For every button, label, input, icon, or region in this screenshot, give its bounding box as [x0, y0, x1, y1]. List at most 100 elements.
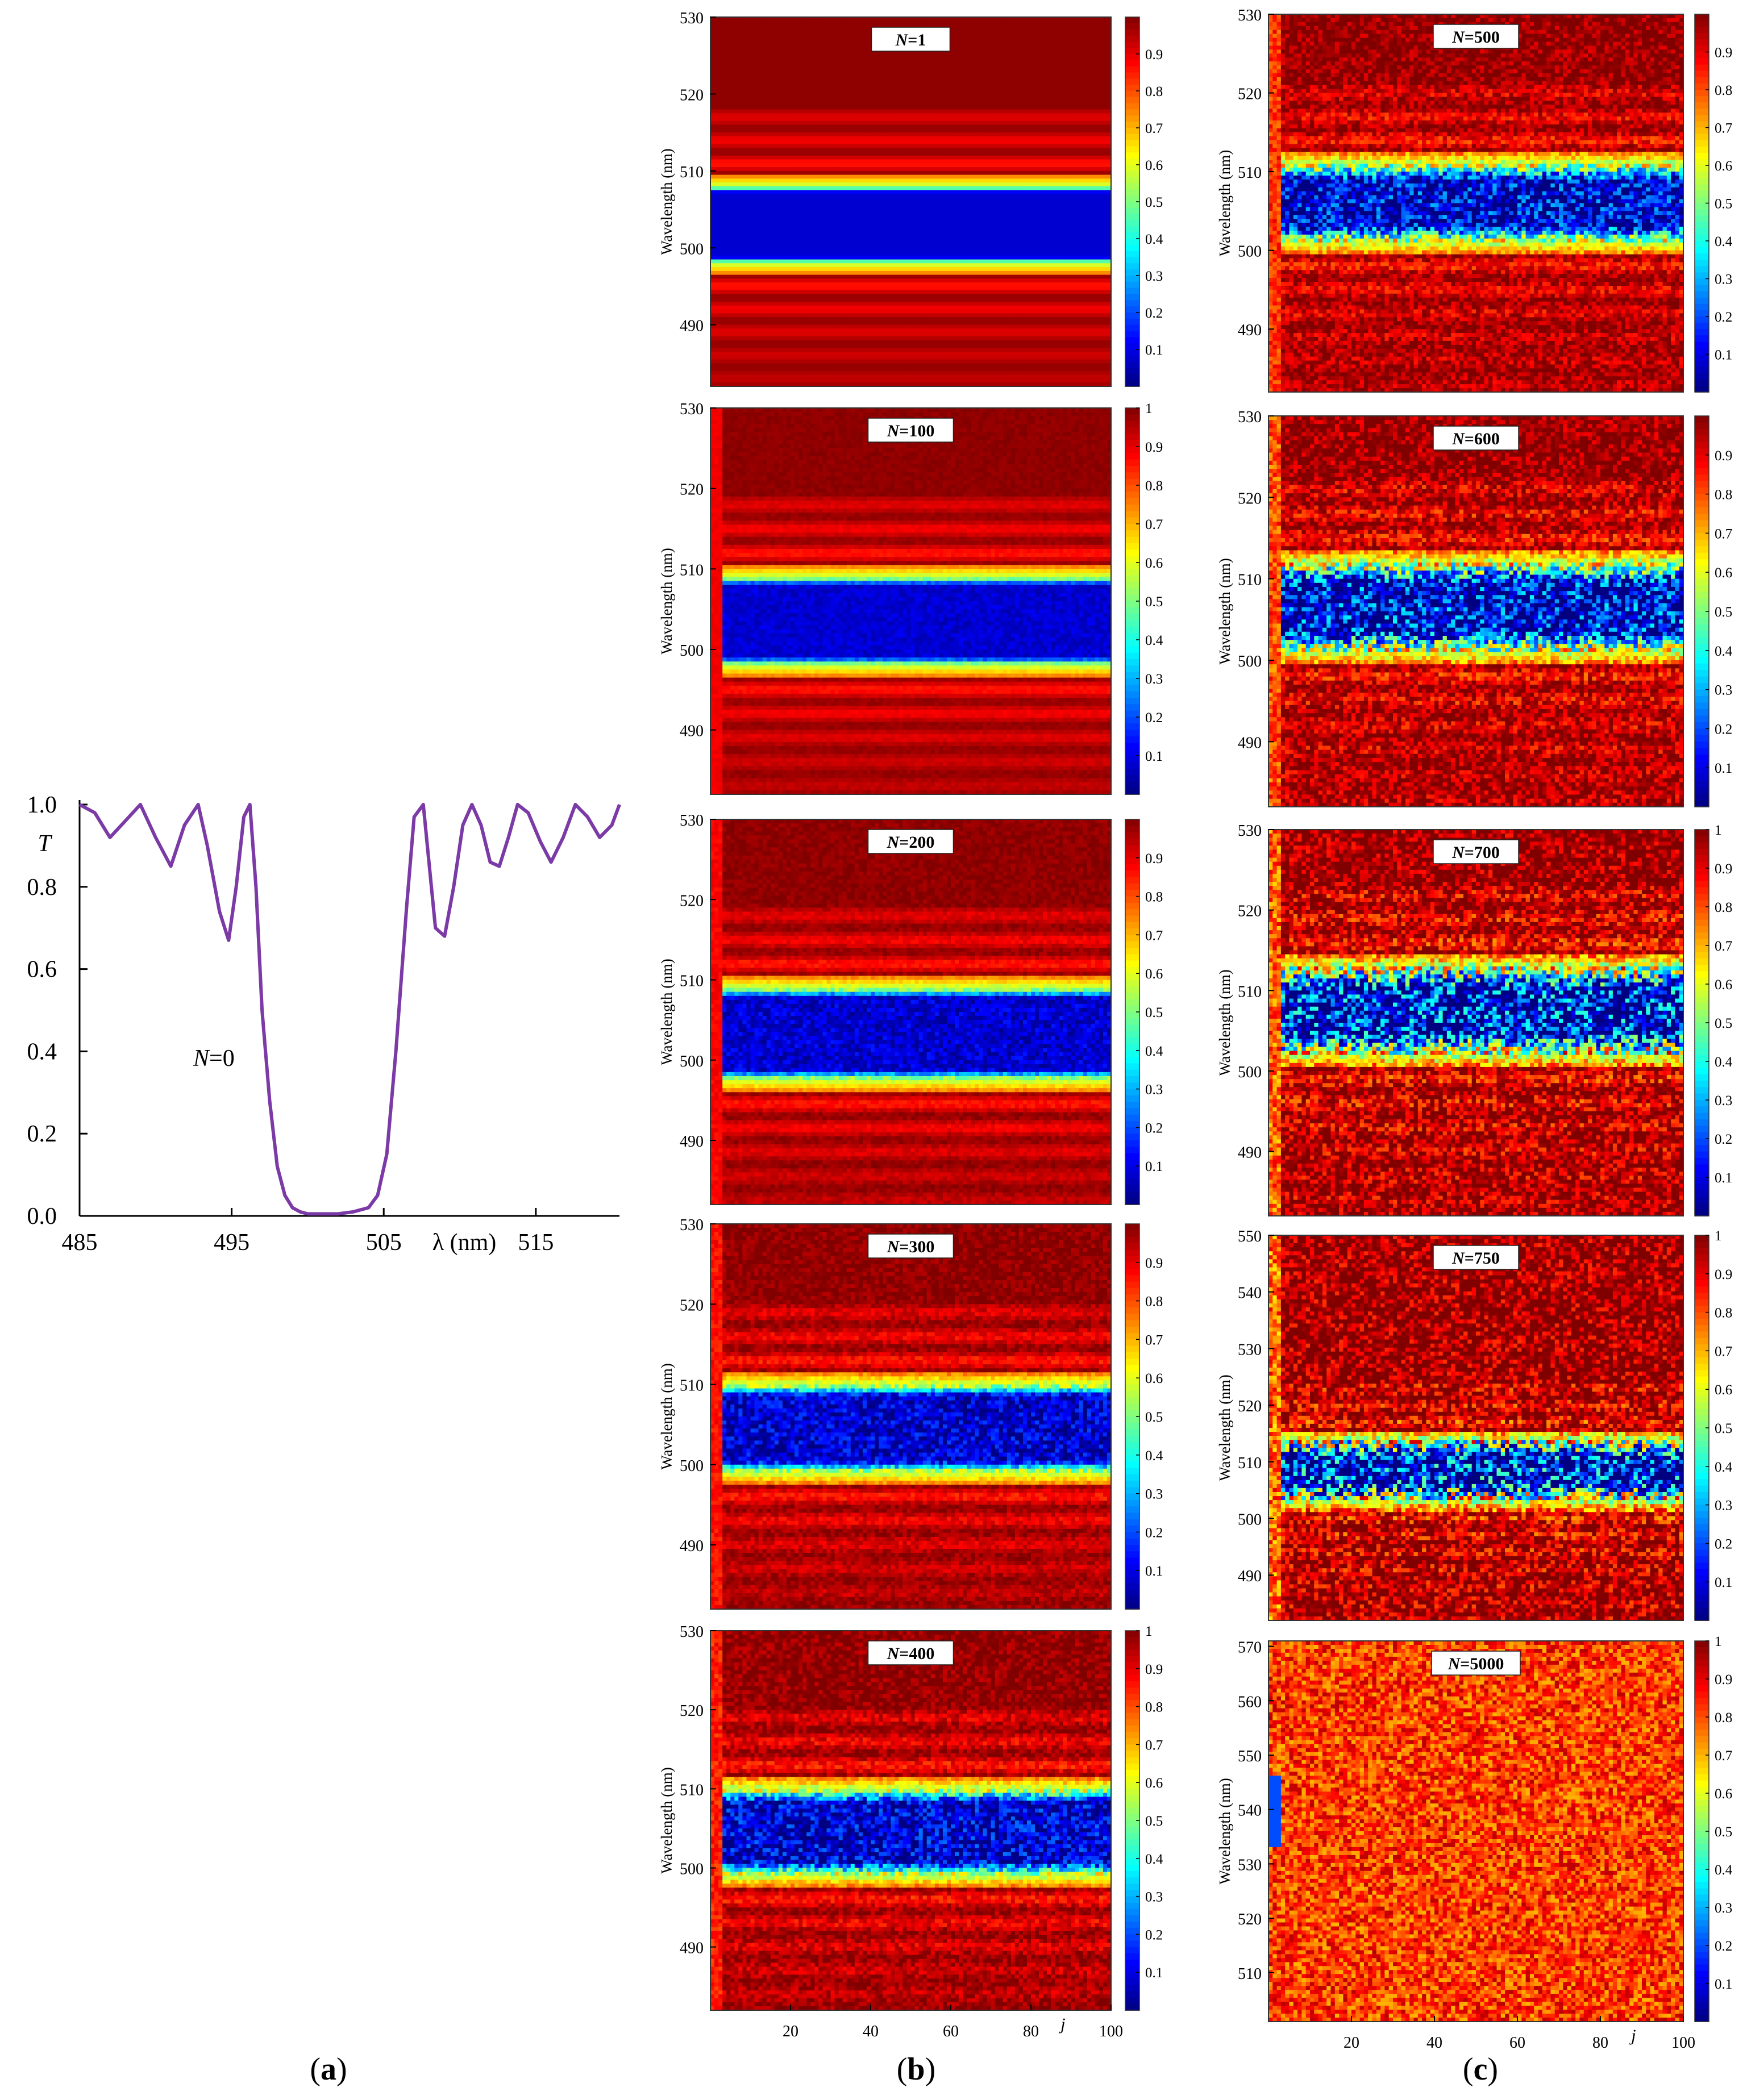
colorbar-step	[1125, 73, 1139, 80]
colorbar-step	[1125, 1782, 1139, 1789]
colorbar-step	[1125, 1928, 1139, 1935]
colorbar-step	[1125, 337, 1139, 344]
colorbar-tick-label: 0.2	[1145, 1120, 1163, 1136]
colorbar-step	[1125, 60, 1139, 67]
colorbar-step	[1695, 1755, 1709, 1762]
colorbar-step	[1695, 501, 1709, 507]
colorbar-tick-label: 0.6	[1715, 1382, 1732, 1398]
y-axis-label: Wavelength (nm)	[658, 959, 675, 1065]
colorbar-step	[1695, 272, 1709, 279]
x-tick-label: 40	[863, 2023, 879, 2040]
colorbar-step	[1695, 134, 1709, 141]
colorbar-step	[1125, 1416, 1139, 1423]
colorbar-step	[1125, 122, 1139, 128]
colorbar-step	[1695, 1473, 1709, 1480]
colorbar-step	[1125, 78, 1139, 85]
colorbar-tick-label: 0.9	[1715, 448, 1732, 464]
colorbar-step	[1125, 171, 1139, 178]
colorbar-step	[1695, 566, 1709, 573]
colorbar-tick-label: 0.7	[1145, 1332, 1163, 1348]
colorbar-step	[1695, 1280, 1709, 1287]
colorbar-step	[1125, 961, 1139, 968]
colorbar-step	[1125, 948, 1139, 955]
colorbar-step	[1695, 1518, 1709, 1524]
colorbar-tick-label: 0.6	[1715, 977, 1732, 993]
colorbar-step	[1695, 380, 1709, 386]
colorbar-step	[1695, 1441, 1709, 1448]
colorbar-step	[1695, 1029, 1709, 1036]
colorbar-step	[1125, 1532, 1139, 1539]
y-tick-label: 500	[680, 642, 704, 660]
colorbar-tick-label: 0.2	[1145, 1525, 1163, 1540]
colorbar-step	[1125, 518, 1139, 524]
colorbar-tick-label: 0.8	[1145, 1700, 1163, 1715]
y-tick-label: 510	[1238, 1965, 1262, 1983]
colorbar-step	[1125, 1288, 1139, 1295]
colorbar-step	[1125, 1584, 1139, 1590]
colorbar-step	[1125, 999, 1139, 1006]
colorbar-step	[1125, 1726, 1139, 1732]
colorbar-step	[1125, 1820, 1139, 1827]
colorbar-step	[1125, 788, 1139, 795]
y-tick-label: 510	[1238, 983, 1262, 1001]
colorbar-step	[1695, 715, 1709, 722]
colorbar-step	[1695, 1364, 1709, 1370]
heatmap-cells	[710, 17, 1112, 387]
colorbar-tick-label: 1	[1145, 1624, 1153, 1639]
colorbar-step	[1695, 228, 1709, 235]
colorbar-step	[1125, 1513, 1139, 1520]
colorbar-step	[1695, 585, 1709, 592]
colorbar-step	[1125, 1372, 1139, 1378]
colorbar-step	[1125, 1147, 1139, 1153]
colorbar-tick-label: 0.4	[1145, 1852, 1163, 1867]
colorbar-step	[1695, 868, 1709, 875]
colorbar-step	[1695, 1319, 1709, 1326]
colorbar-tick-label: 0.8	[1715, 488, 1732, 503]
colorbar-step	[1125, 595, 1139, 602]
colorbar-step	[1695, 1370, 1709, 1377]
colorbar-step	[1695, 1705, 1709, 1711]
colorbar-step	[1125, 1934, 1139, 1941]
colorbar-step	[1125, 1095, 1139, 1102]
colorbar-tick-label: 0.4	[1715, 234, 1733, 249]
colorbar-step	[1125, 1764, 1139, 1770]
colorbar-tick-label: 0.3	[1145, 1890, 1163, 1905]
y-tick-label: 500	[1238, 1064, 1262, 1081]
colorbar-tick-label: 0.2	[1715, 310, 1732, 325]
colorbar-tick-label: 0.5	[1715, 1016, 1732, 1031]
colorbar-step	[1695, 1344, 1709, 1351]
y-tick-label: 520	[1238, 1911, 1262, 1928]
heatmap-title: N=600	[1451, 430, 1500, 448]
colorbar-step	[1125, 1877, 1139, 1884]
colorbar-step	[1695, 1248, 1709, 1255]
x-tick-label: 60	[1509, 2034, 1525, 2052]
heatmap-title: N=750	[1451, 1249, 1500, 1268]
colorbar-step	[1125, 832, 1139, 839]
colorbar-tick-label: 0.2	[1715, 1132, 1732, 1147]
colorbar-step	[1695, 1113, 1709, 1120]
colorbar-step	[1125, 1732, 1139, 1739]
colorbar-tick-label: 0.1	[1145, 1965, 1163, 1981]
colorbar-step	[1125, 640, 1139, 647]
y-tick-label: 490	[1238, 322, 1262, 339]
colorbar-step	[1695, 494, 1709, 501]
colorbar-step	[1125, 582, 1139, 589]
colorbar-step	[1695, 165, 1709, 172]
colorbar-step	[1695, 728, 1709, 735]
colorbar-tick-label: 0.7	[1715, 1748, 1732, 1764]
colorbar-step	[1695, 507, 1709, 514]
colorbar-tick-label: 0.8	[1715, 900, 1732, 915]
y-axis-label: Wavelength (nm)	[658, 1363, 675, 1470]
colorbar-step	[1125, 1978, 1139, 1985]
colorbar-step	[1125, 1256, 1139, 1263]
y-tick-label: 1.0	[27, 792, 57, 818]
y-axis-label: Wavelength (nm)	[1216, 558, 1233, 665]
colorbar-step	[1125, 543, 1139, 550]
colorbar-tick-label: 0.3	[1145, 269, 1163, 284]
colorbar-step	[1695, 1261, 1709, 1268]
colorbar-tick-label: 0.2	[1145, 306, 1163, 321]
colorbar-step	[1695, 774, 1709, 781]
colorbar-step	[1695, 1332, 1709, 1339]
